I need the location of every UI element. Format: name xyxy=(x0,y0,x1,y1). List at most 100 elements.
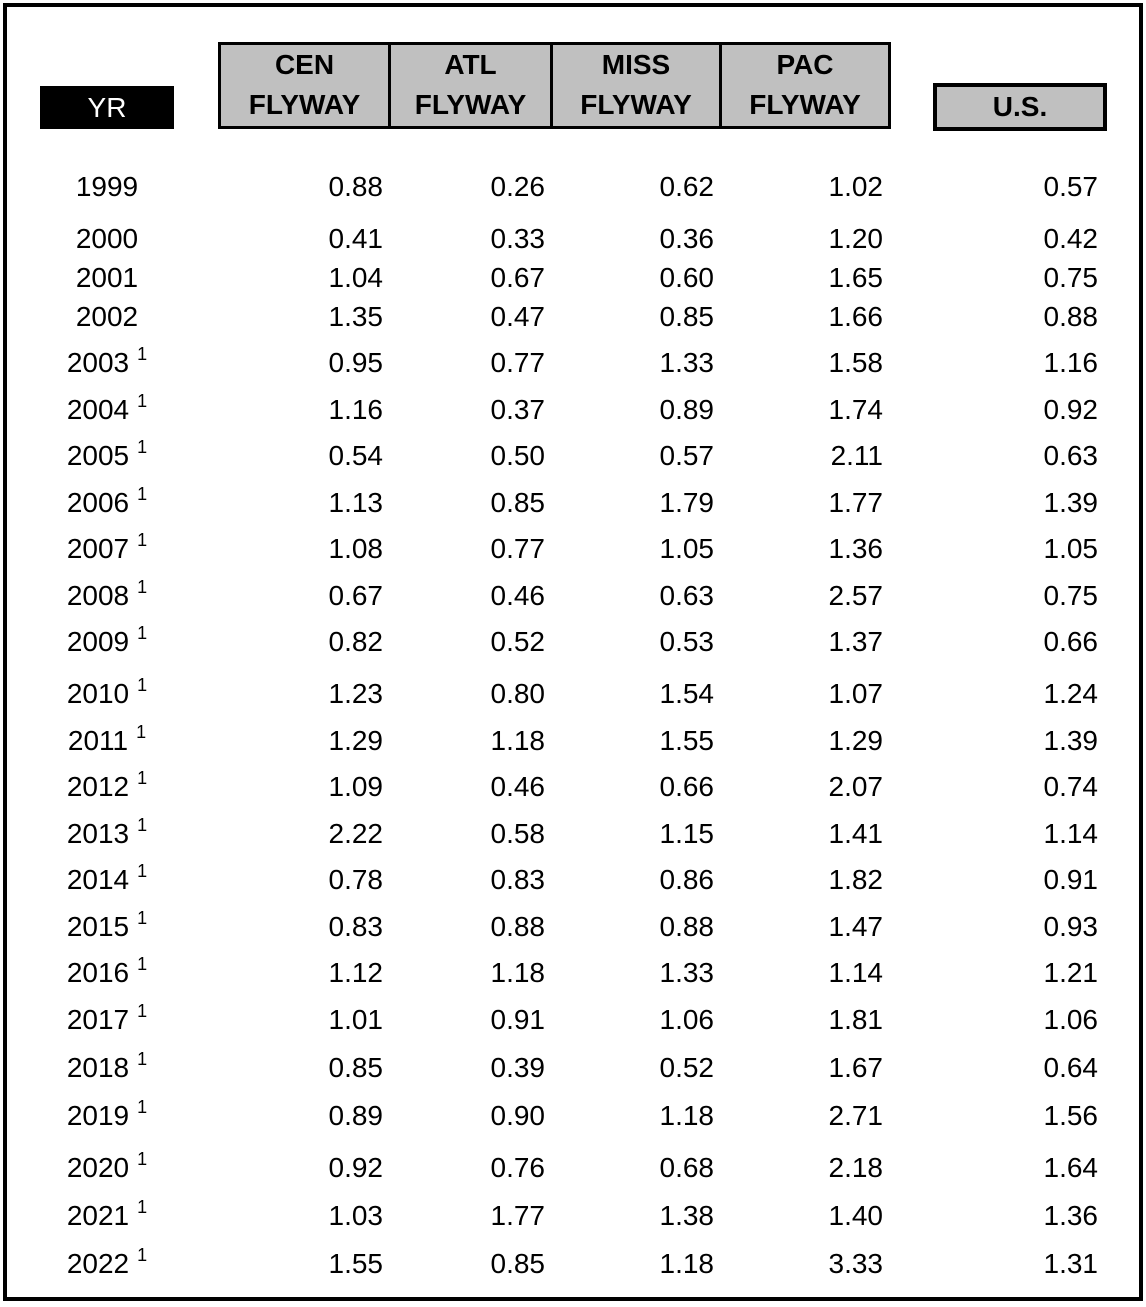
atl-value: 1.18 xyxy=(490,725,546,756)
us-value: 0.75 xyxy=(1043,580,1099,611)
us-value: 0.63 xyxy=(1043,440,1099,471)
table-row: 2017 1 1.01 0.91 1.06 1.81 1.06 xyxy=(0,1000,1146,1040)
pac-value: 2.71 xyxy=(828,1100,884,1131)
year-cell: 2009 1 xyxy=(40,622,174,662)
year-value: 2010 xyxy=(66,678,130,709)
year-value: 2011 xyxy=(67,725,129,756)
us-value: 1.39 xyxy=(1043,725,1099,756)
pac-value: 1.07 xyxy=(828,678,884,709)
year-value: 2001 xyxy=(75,262,139,293)
cen-value: 1.04 xyxy=(328,262,384,293)
year-cell: 2014 1 xyxy=(40,860,174,900)
footnote-marker: 1 xyxy=(137,1097,148,1117)
year-cell: 2003 1 xyxy=(40,343,174,383)
year-value: 2000 xyxy=(75,223,139,254)
miss-value: 1.33 xyxy=(659,347,715,378)
miss-value: 1.79 xyxy=(659,487,715,518)
year-cell: 2015 1 xyxy=(40,907,174,947)
table-row: 2010 1 1.23 0.80 1.54 1.07 1.24 xyxy=(0,674,1146,714)
pac-value: 1.82 xyxy=(828,864,884,895)
year-cell: 2007 1 xyxy=(40,529,174,569)
table-row: 2000 0.41 0.33 0.36 1.20 0.42 xyxy=(0,219,1146,259)
us-value: 1.16 xyxy=(1043,347,1099,378)
cen-value: 1.23 xyxy=(328,678,384,709)
atl-flyway-header-line1: ATL xyxy=(444,49,497,80)
pac-value: 2.11 xyxy=(830,440,883,471)
us-value: 0.66 xyxy=(1043,626,1099,657)
us-value: 0.93 xyxy=(1043,911,1099,942)
miss-value: 0.85 xyxy=(659,301,715,332)
year-cell: 2001 xyxy=(40,258,174,298)
table-row: 2002 1.35 0.47 0.85 1.66 0.88 xyxy=(0,297,1146,337)
year-value: 2022 xyxy=(66,1248,130,1279)
miss-value: 1.18 xyxy=(659,1248,715,1279)
footnote-marker: 1 xyxy=(137,1149,148,1169)
table-row: 2018 1 0.85 0.39 0.52 1.67 0.64 xyxy=(0,1048,1146,1088)
table-row: 2019 1 0.89 0.90 1.18 2.71 1.56 xyxy=(0,1096,1146,1136)
atl-value: 0.52 xyxy=(490,626,546,657)
footnote-marker: 1 xyxy=(137,1245,148,1265)
atl-value: 0.91 xyxy=(490,1004,546,1035)
us-value: 0.92 xyxy=(1043,394,1099,425)
table-row: 2001 1.04 0.67 0.60 1.65 0.75 xyxy=(0,258,1146,298)
pac-value: 2.57 xyxy=(828,580,884,611)
us-value: 0.88 xyxy=(1043,301,1099,332)
atl-value: 0.46 xyxy=(490,771,546,802)
miss-flyway-header-line2: FLYWAY xyxy=(580,89,692,120)
table-row: 2008 1 0.67 0.46 0.63 2.57 0.75 xyxy=(0,576,1146,616)
year-cell: 2008 1 xyxy=(40,576,174,616)
pac-value: 1.66 xyxy=(828,301,884,332)
year-value: 2005 xyxy=(66,440,130,471)
atl-flyway-header-line2: FLYWAY xyxy=(414,89,527,120)
pac-value: 1.47 xyxy=(828,911,884,942)
miss-value: 1.06 xyxy=(659,1004,715,1035)
year-cell: 2020 1 xyxy=(40,1148,174,1188)
us-value: 0.42 xyxy=(1043,223,1099,254)
atl-value: 0.76 xyxy=(490,1152,546,1183)
atl-value: 0.58 xyxy=(490,818,546,849)
pac-value: 1.81 xyxy=(828,1004,884,1035)
year-value: 2008 xyxy=(66,580,130,611)
bottom-rule xyxy=(4,1299,1140,1301)
miss-flyway-header-line1: MISS xyxy=(601,49,671,80)
pac-value: 1.74 xyxy=(828,394,884,425)
atl-value: 0.26 xyxy=(490,171,546,202)
footnote-marker: 1 xyxy=(137,861,148,881)
atl-value: 1.77 xyxy=(490,1200,546,1231)
us-value: 1.21 xyxy=(1043,957,1099,988)
year-value: 2009 xyxy=(66,626,130,657)
us-value: 1.64 xyxy=(1043,1152,1099,1183)
table-row: 2003 1 0.95 0.77 1.33 1.58 1.16 xyxy=(0,343,1146,383)
atl-value: 1.18 xyxy=(490,957,546,988)
pac-value: 1.02 xyxy=(828,171,884,202)
atl-value: 0.67 xyxy=(490,262,546,293)
table-row: 2015 1 0.83 0.88 0.88 1.47 0.93 xyxy=(0,907,1146,947)
year-cell: 2017 1 xyxy=(40,1000,174,1040)
atl-value: 0.90 xyxy=(490,1100,546,1131)
cen-value: 2.22 xyxy=(328,818,384,849)
table-row: 2014 1 0.78 0.83 0.86 1.82 0.91 xyxy=(0,860,1146,900)
year-value: 2003 xyxy=(66,347,130,378)
cen-value: 1.29 xyxy=(328,725,384,756)
miss-value: 0.66 xyxy=(659,771,715,802)
footnote-marker: 1 xyxy=(136,722,147,742)
cen-value: 1.08 xyxy=(328,533,384,564)
year-value: 2006 xyxy=(66,487,130,518)
miss-value: 0.86 xyxy=(659,864,715,895)
year-value: 2014 xyxy=(66,864,130,895)
year-value: 2004 xyxy=(66,394,130,425)
cen-value: 0.88 xyxy=(328,171,384,202)
table-row: 2006 1 1.13 0.85 1.79 1.77 1.39 xyxy=(0,483,1146,523)
us-value: 1.24 xyxy=(1043,678,1099,709)
cen-value: 0.67 xyxy=(328,580,384,611)
miss-value: 0.88 xyxy=(659,911,715,942)
miss-value: 0.52 xyxy=(659,1052,715,1083)
atl-value: 0.88 xyxy=(490,911,546,942)
cen-value: 0.95 xyxy=(328,347,384,378)
cen-flyway-header-line2: FLYWAY xyxy=(248,89,361,120)
table-row: 2012 1 1.09 0.46 0.66 2.07 0.74 xyxy=(0,767,1146,807)
atl-value: 0.83 xyxy=(490,864,546,895)
pac-value: 1.29 xyxy=(828,725,884,756)
year-cell: 2021 1 xyxy=(40,1196,174,1236)
year-cell: 2022 1 xyxy=(40,1244,174,1284)
